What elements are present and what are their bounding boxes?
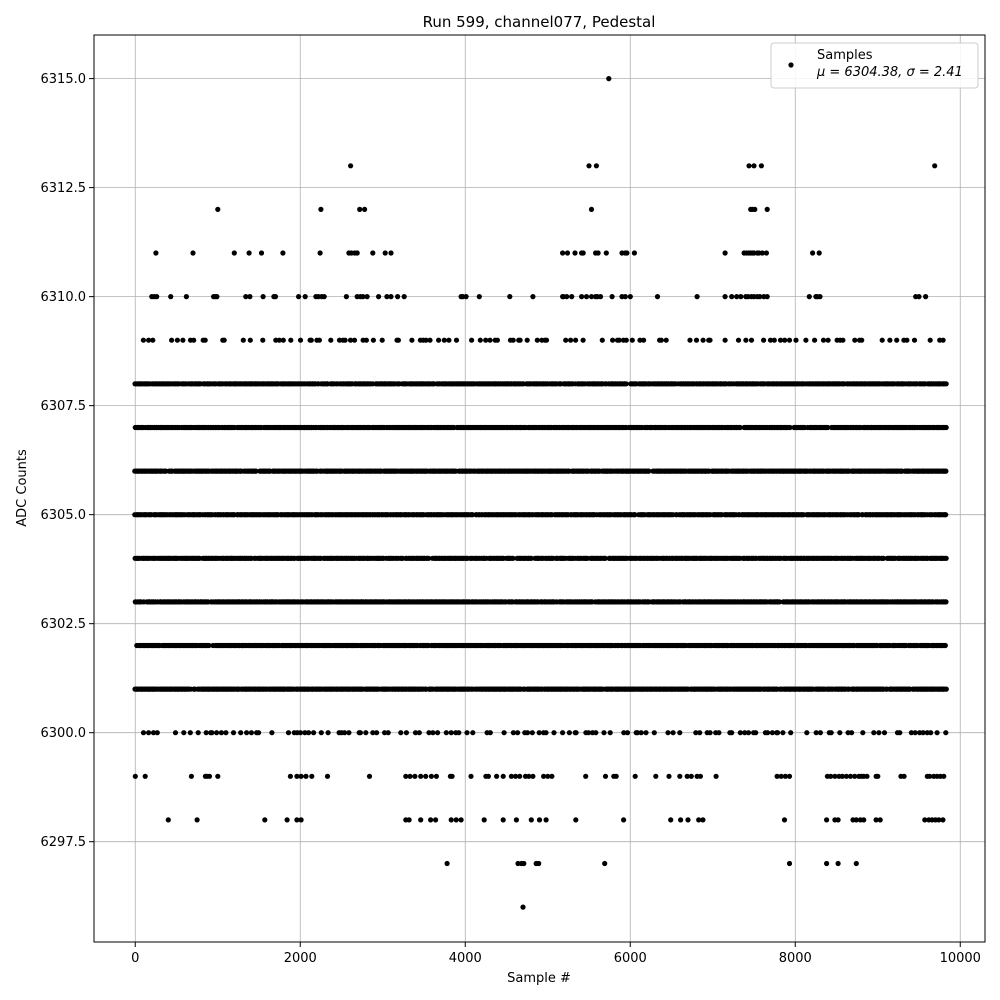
sample-point	[943, 512, 949, 518]
chart-title: Run 599, channel077, Pedestal	[423, 13, 656, 31]
sample-point	[787, 424, 793, 431]
sample-point	[253, 468, 259, 474]
sample-point	[510, 555, 516, 561]
sample-point	[880, 555, 887, 561]
sample-point	[943, 686, 949, 692]
sample-point	[776, 599, 783, 605]
sample-point	[528, 555, 534, 561]
sample-point	[206, 642, 212, 649]
sample-point	[426, 555, 432, 561]
sample-point	[943, 599, 949, 605]
sample-point	[737, 424, 743, 431]
sample-point	[943, 424, 949, 431]
sample-point	[943, 555, 949, 561]
sample-point	[632, 512, 638, 518]
sample-points	[132, 76, 949, 910]
sample-point	[602, 555, 608, 561]
sample-point	[646, 468, 652, 474]
sample-point	[942, 642, 948, 649]
sample-point	[623, 381, 629, 387]
sample-point	[825, 424, 831, 431]
sample-point	[943, 468, 949, 474]
